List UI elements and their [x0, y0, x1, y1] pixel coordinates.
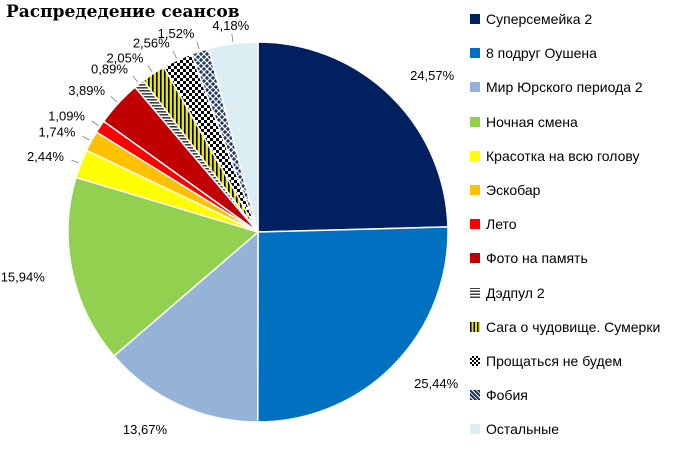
legend-item-5: Красотка на всю голову [470, 146, 639, 166]
legend-item-1: Суперсемейка 2 [470, 9, 592, 29]
legend-item-6: Эскобар [470, 180, 540, 200]
legend-swatch-5 [470, 150, 480, 161]
legend-label-3: Мир Юрского периода 2 [486, 79, 643, 96]
legend-item-2: 8 подруг Оушена [470, 43, 597, 63]
leader-line-12 [196, 41, 200, 50]
leader-line-6 [82, 135, 90, 141]
leader-line-9 [132, 75, 139, 83]
legend-swatch-8 [470, 253, 480, 264]
legend-label-2: 8 подруг Оушена [486, 45, 597, 62]
pie-slice-2 [257, 226, 449, 423]
pie-slice-3 [112, 230, 259, 423]
legend-swatch-7 [470, 219, 480, 230]
leader-line-11 [172, 50, 177, 59]
legend-label-13: Остальные [486, 421, 559, 438]
data-label-10: 2,05% [107, 50, 144, 65]
data-label-3: 13,67% [123, 422, 168, 437]
data-label-4: 15,94% [1, 269, 46, 284]
legend-swatch-11 [470, 356, 480, 366]
data-label-7: 1,09% [48, 109, 85, 124]
leader-line-8 [110, 96, 118, 103]
leader-line-13 [231, 33, 234, 42]
leader-line-7 [91, 120, 99, 126]
legend-swatch-12 [470, 390, 480, 401]
legend-label-1: Суперсемейка 2 [486, 11, 593, 27]
pie-slice-1 [257, 41, 449, 233]
legend-label-8: Фото на память [486, 250, 588, 267]
data-label-12: 1,52% [158, 26, 195, 41]
legend-swatch-6 [470, 185, 480, 195]
legend-label-11: Прощаться не будем [486, 353, 623, 369]
legend-item-13: Остальные [470, 419, 559, 439]
pie-slices [67, 41, 449, 423]
legend-item-4: Ночная смена [470, 112, 578, 132]
leader-line-5 [71, 159, 80, 164]
legend-label-7: Лето [486, 216, 517, 233]
data-label-8: 3,89% [68, 83, 105, 98]
data-label-2: 25,44% [414, 376, 459, 391]
legend-swatch-9 [470, 287, 480, 298]
legend-swatch-13 [470, 424, 480, 435]
legend-item-7: Лето [470, 214, 517, 234]
legend-label-5: Красотка на всю голову [486, 147, 640, 164]
data-label-6: 1,74% [39, 124, 76, 139]
legend-swatch-2 [470, 48, 480, 59]
legend-swatch-10 [470, 321, 480, 332]
chart-title: Распредедение сеансов [6, 2, 240, 22]
data-label-11: 2,56% [133, 36, 170, 51]
legend-item-12: Фобия [470, 385, 528, 405]
data-label-13: 4,18% [212, 18, 249, 33]
legend-item-9: Дэдпул 2 [470, 283, 545, 303]
data-label-5: 2,44% [27, 149, 64, 164]
legend-item-8: Фото на память [470, 248, 588, 268]
legend-swatch-1 [470, 14, 480, 24]
legend-label-4: Ночная смена [486, 113, 578, 130]
data-label-1: 24,57% [410, 68, 455, 83]
legend-label-9: Дэдпул 2 [486, 284, 545, 301]
pie-slice-4 [67, 176, 260, 357]
pie-slice-13 [207, 41, 259, 233]
legend-label-6: Эскобар [486, 182, 541, 198]
legend-item-11: Прощаться не будем [470, 351, 622, 371]
legend-swatch-3 [470, 82, 480, 93]
leader-line-10 [147, 64, 153, 73]
legend-label-10: Сага о чудовище. Сумерки [486, 318, 661, 335]
pie-chart: 24,57% 25,44% 13,67% 15,94% 2,44% 1,74%1,09% 3… [1, 18, 459, 437]
data-label-9: 0,89% [91, 62, 128, 77]
legend-swatch-4 [470, 116, 480, 127]
legend-item-10: Сага о чудовище. Сумерки [470, 317, 660, 337]
data-labels: 24,57% 25,44% 13,67% 15,94% 2,44% 1,74%1,09% 3… [1, 18, 459, 437]
legend-item-3: Мир Юрского периода 2 [470, 77, 643, 97]
legend-label-12: Фобия [486, 387, 528, 404]
leader-lines [71, 33, 234, 164]
